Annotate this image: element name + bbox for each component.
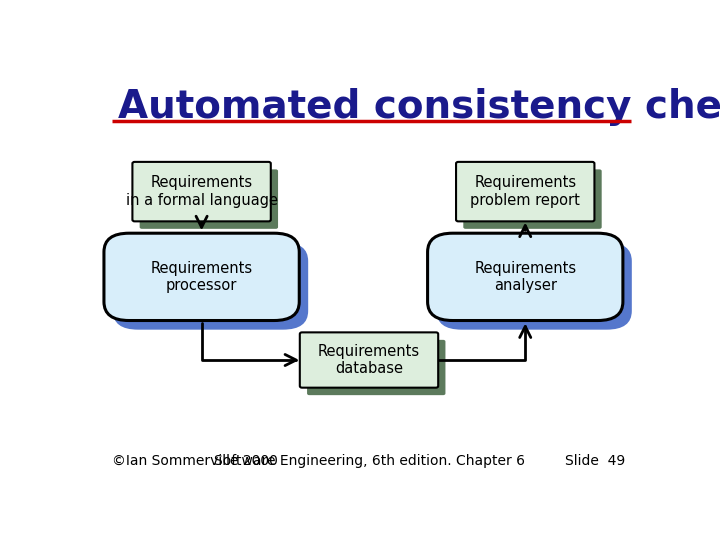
FancyBboxPatch shape <box>132 162 271 221</box>
Text: Slide  49: Slide 49 <box>565 454 626 468</box>
Text: Software Engineering, 6th edition. Chapter 6: Software Engineering, 6th edition. Chapt… <box>214 454 524 468</box>
Text: Requirements
in a formal language: Requirements in a formal language <box>125 176 278 208</box>
Text: Requirements
database: Requirements database <box>318 344 420 376</box>
FancyBboxPatch shape <box>140 170 278 229</box>
Text: ©Ian Sommerville 2000: ©Ian Sommerville 2000 <box>112 454 278 468</box>
FancyBboxPatch shape <box>300 332 438 388</box>
FancyBboxPatch shape <box>428 233 623 321</box>
Text: Automated consistency checking: Automated consistency checking <box>118 87 720 126</box>
FancyBboxPatch shape <box>463 170 602 229</box>
FancyBboxPatch shape <box>307 340 446 395</box>
FancyBboxPatch shape <box>104 233 300 321</box>
Text: Requirements
processor: Requirements processor <box>150 261 253 293</box>
FancyBboxPatch shape <box>436 242 632 329</box>
Text: Requirements
problem report: Requirements problem report <box>470 176 580 208</box>
FancyBboxPatch shape <box>113 242 308 329</box>
FancyBboxPatch shape <box>456 162 595 221</box>
Text: Requirements
analyser: Requirements analyser <box>474 261 576 293</box>
